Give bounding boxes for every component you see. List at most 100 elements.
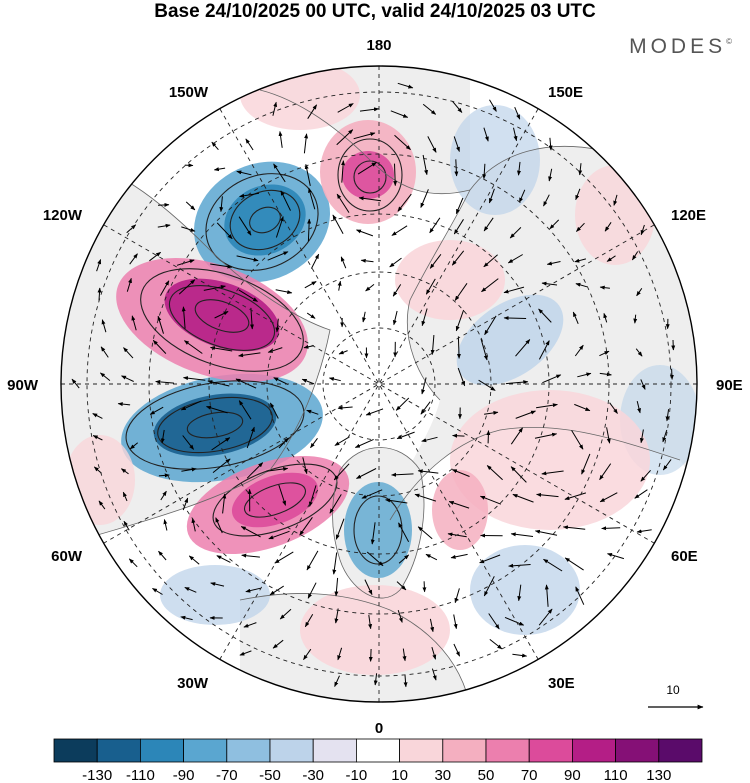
wind-arrow xyxy=(669,368,674,380)
wind-arrow xyxy=(129,442,139,450)
wind-arrow xyxy=(422,103,437,115)
wind-arrow xyxy=(640,379,646,390)
wind-arrow xyxy=(336,193,350,213)
wind-arrow xyxy=(267,251,289,261)
wind-arrow xyxy=(241,553,260,558)
contour-1 xyxy=(205,173,319,271)
wind-arrow xyxy=(211,141,219,151)
wind-arrow xyxy=(210,346,233,352)
wind-arrow xyxy=(541,281,558,286)
wind-arrow xyxy=(373,673,378,686)
wind-arrow xyxy=(488,188,495,204)
wind-arrow xyxy=(453,614,458,630)
wind-arrow xyxy=(513,127,518,142)
wind-arrow xyxy=(356,229,374,237)
wind-arrow xyxy=(457,367,466,387)
wind-arrow xyxy=(581,453,591,475)
wind-arrow xyxy=(662,429,668,443)
colorbar-tick-label: 30 xyxy=(434,767,451,783)
colorbar-swatch xyxy=(658,738,703,763)
wind-arrow xyxy=(268,530,290,540)
wind-arrow xyxy=(385,498,408,504)
wind-arrow xyxy=(425,553,438,561)
wind-arrow xyxy=(211,437,231,451)
wind-arrow xyxy=(536,492,559,498)
brand-mark: © xyxy=(726,37,732,46)
wind-arrow xyxy=(599,492,618,503)
colorbar-swatch xyxy=(355,738,400,763)
wind-arrow xyxy=(272,101,278,116)
wind-arrow xyxy=(98,500,106,510)
wind-arrow xyxy=(576,222,585,232)
wind-arrow xyxy=(503,316,527,321)
wind-arrow xyxy=(548,137,553,151)
wind-arrow xyxy=(157,223,171,228)
lon-label-120W: 120W xyxy=(43,207,83,224)
wind-arrow xyxy=(514,107,521,120)
wind-arrow xyxy=(272,639,284,649)
wind-arrow xyxy=(390,110,409,118)
wind-arrow xyxy=(515,339,531,357)
wind-arrow xyxy=(338,350,348,355)
wind-arrow xyxy=(303,648,312,661)
wind-arrow xyxy=(635,348,643,357)
wind-arrow xyxy=(397,82,414,89)
lon-label-90W: 90W xyxy=(7,377,39,394)
wind-arrow xyxy=(368,648,373,662)
wind-vectors xyxy=(71,82,676,688)
lon-label-30W: 30W xyxy=(177,675,209,692)
wind-arrow xyxy=(183,376,206,381)
wind-arrow xyxy=(304,163,311,187)
wind-arrow xyxy=(335,518,345,540)
wind-arrow xyxy=(123,520,130,531)
wind-arrow xyxy=(301,378,315,385)
wind-arrow xyxy=(160,490,167,501)
wind-arrow xyxy=(341,160,346,183)
map-border xyxy=(60,65,698,703)
wind-arrow xyxy=(572,311,579,324)
wind-arrow xyxy=(246,462,264,479)
wind-arrow xyxy=(240,526,261,538)
anomaly-high-4 xyxy=(395,240,505,320)
wind-arrow xyxy=(92,413,103,419)
wind-arrow xyxy=(662,459,672,471)
wind-arrow xyxy=(299,517,313,536)
coast-6 xyxy=(406,145,601,401)
wind-arrow xyxy=(455,197,464,215)
positive-anomalies xyxy=(65,66,655,675)
wind-arrow xyxy=(453,643,461,657)
wind-arrow xyxy=(357,162,377,175)
wind-arrow xyxy=(634,489,648,499)
colorbar-tick-label: -50 xyxy=(259,767,281,783)
wind-arrow xyxy=(96,259,102,272)
colorbar: -130 -110 -90 -70 -50 -30 -10 10 30 50 70 90 110 130 xyxy=(53,738,703,783)
anomaly-high-9 xyxy=(432,470,488,550)
colorbar-tick-label: -70 xyxy=(216,767,238,783)
wind-arrow xyxy=(452,433,465,438)
wind-arrow xyxy=(482,163,487,180)
wind-arrow xyxy=(365,284,375,292)
wind-arrow xyxy=(517,584,522,602)
wind-arrow xyxy=(483,254,498,268)
wind-arrow xyxy=(183,340,203,354)
wind-arrow xyxy=(599,463,612,481)
colorbar-swatch xyxy=(269,738,314,763)
colorbar-tick-label: 10 xyxy=(391,767,408,783)
contour-5 xyxy=(168,285,276,351)
colorbar-tick-label: -30 xyxy=(302,767,324,783)
colorbar-swatch xyxy=(53,738,98,763)
wind-arrow xyxy=(275,216,284,238)
wind-arrow xyxy=(273,377,289,385)
wind-arrow xyxy=(238,289,258,302)
wind-arrow xyxy=(310,253,320,269)
wind-arrow xyxy=(236,255,259,262)
colorbar-tick-label: 70 xyxy=(521,767,538,783)
longitude-labels: 180 150E 120E 90E 60E 30E 0 30W 60W 90W … xyxy=(7,37,743,737)
vector-scale-label: 10 xyxy=(666,683,680,697)
wind-arrow xyxy=(431,646,437,660)
wind-arrow xyxy=(574,344,584,357)
wind-arrow xyxy=(188,555,200,565)
wind-arrow xyxy=(278,484,287,506)
wind-arrow xyxy=(599,350,610,357)
wind-arrow xyxy=(182,435,194,450)
